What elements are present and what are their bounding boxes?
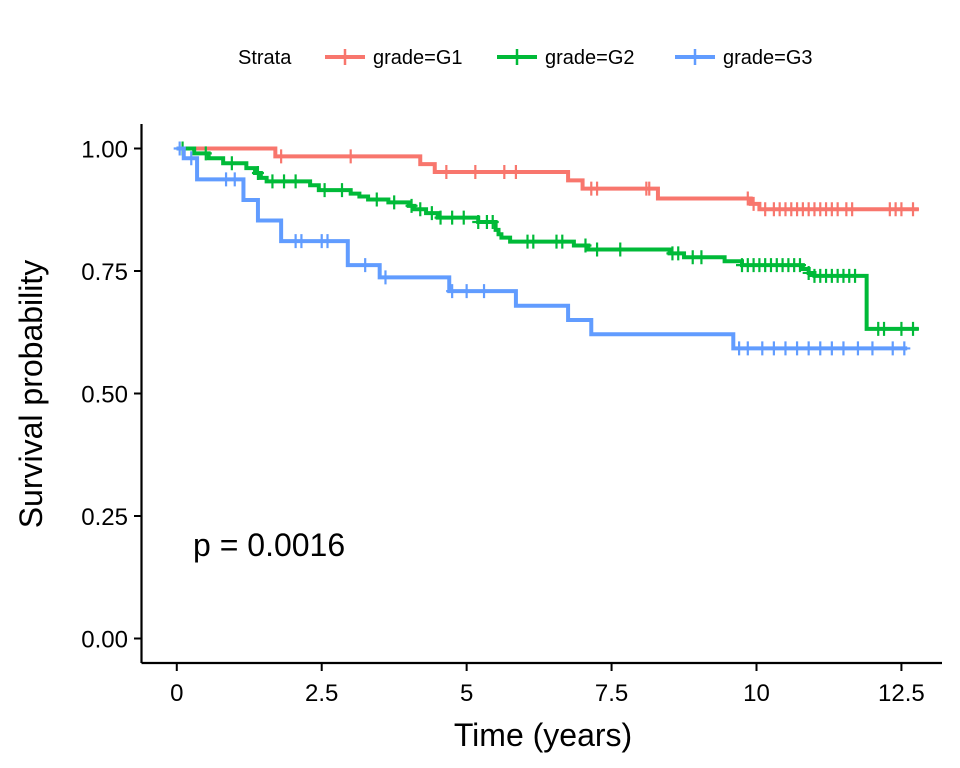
censor-mark [336, 183, 348, 198]
censor-mark [469, 165, 482, 180]
censor-mark [509, 165, 522, 180]
censor-mark [741, 341, 754, 356]
censor-mark [672, 246, 685, 261]
x-tick-label: 5 [460, 680, 473, 707]
series-grade-g1 [176, 146, 920, 217]
censor-mark [359, 258, 372, 273]
censor-mark [851, 341, 864, 356]
censor-mark [895, 321, 908, 336]
censor-mark [886, 341, 899, 356]
censor-mark [614, 242, 627, 257]
censor-mark [802, 265, 815, 280]
censor-mark [446, 210, 459, 225]
axes [140, 124, 942, 665]
series-grade-g2 [176, 141, 920, 336]
censor-mark [814, 341, 827, 356]
x-tick-label: 2.5 [305, 680, 338, 707]
censor-mark [278, 174, 291, 189]
censor-mark [498, 165, 511, 180]
legend-key-marker [339, 49, 351, 65]
series-layer [173, 141, 920, 356]
legend-key-marker [511, 49, 523, 65]
censor-mark [225, 156, 238, 171]
legend-label-grade-g3: grade=G3 [723, 47, 813, 69]
censor-mark [173, 141, 186, 156]
censor-mark [379, 270, 392, 285]
curve-grade-g3 [176, 146, 908, 351]
censor-mark [289, 174, 302, 189]
censor-mark [907, 321, 920, 336]
legend-title: Strata [238, 47, 292, 69]
censor-mark [846, 202, 859, 217]
y-tick-label: 1.00 [81, 137, 128, 164]
censor-mark [837, 341, 850, 356]
censor-mark [591, 181, 604, 196]
censor-mark [866, 341, 879, 356]
censor-mark [344, 149, 357, 164]
curve-grade-g2 [176, 146, 919, 331]
x-axis-title: Time (years) [454, 717, 632, 753]
x-tick-label: 10 [743, 680, 770, 707]
ticks: 0 2.5 5 7.5 10 12.5 0.00 0.25 0.50 0.75 1.00 [81, 137, 924, 708]
censor-mark [907, 202, 920, 217]
censor-mark [802, 341, 815, 356]
censor-mark [185, 151, 198, 166]
y-axis-title: Survival probability [13, 260, 49, 529]
series-grade-g3 [173, 141, 911, 356]
curve-grade-g1 [176, 146, 919, 212]
censor-mark [793, 258, 806, 273]
censor-mark [695, 250, 708, 265]
censor-mark [591, 242, 604, 257]
censor-mark [295, 234, 308, 249]
y-tick-label: 0.50 [81, 382, 128, 409]
censor-mark [556, 234, 569, 249]
censor-mark [747, 196, 760, 211]
censor-mark [405, 198, 418, 213]
censor-mark [779, 341, 792, 356]
censor-mark [756, 341, 769, 356]
p-value-annotation: p = 0.0016 [193, 527, 345, 563]
y-tick-label: 0.75 [81, 259, 128, 286]
censor-mark [895, 202, 908, 217]
censor-mark [849, 268, 862, 283]
legend-key-marker [689, 49, 701, 65]
censor-mark [425, 206, 438, 221]
censor-mark [579, 238, 592, 253]
censor-mark [825, 341, 838, 356]
censor-mark [414, 202, 427, 217]
censor-mark [251, 166, 264, 180]
legend-label-grade-g2: grade=G2 [545, 47, 635, 69]
censor-mark [434, 210, 447, 225]
censor-mark [878, 321, 891, 336]
censor-mark [457, 210, 470, 225]
censor-mark [446, 284, 459, 299]
censor-mark [318, 183, 331, 198]
censor-mark [321, 234, 334, 249]
censor-mark [486, 215, 499, 229]
x-tick-label: 7.5 [595, 680, 628, 707]
censor-mark [440, 165, 453, 180]
y-tick-label: 0.00 [81, 627, 128, 654]
legend-label-grade-g1: grade=G1 [373, 47, 463, 69]
censor-mark [275, 149, 288, 164]
censor-mark [228, 172, 241, 187]
censor-mark [898, 341, 911, 356]
censor-mark [791, 341, 804, 356]
y-tick-label: 0.25 [81, 504, 128, 531]
censor-mark [767, 341, 780, 356]
censor-mark [478, 284, 491, 299]
censor-mark [643, 181, 656, 196]
censor-mark [460, 284, 473, 299]
censor-mark [199, 146, 212, 161]
legend: Strata grade=G1 grade=G2 grade=G3 [238, 47, 813, 69]
x-tick-label: 12.5 [878, 680, 925, 707]
censor-mark [266, 174, 279, 189]
censor-mark [388, 195, 401, 210]
censor-mark [527, 234, 540, 249]
x-tick-label: 0 [170, 680, 183, 707]
censor-mark [370, 192, 383, 207]
